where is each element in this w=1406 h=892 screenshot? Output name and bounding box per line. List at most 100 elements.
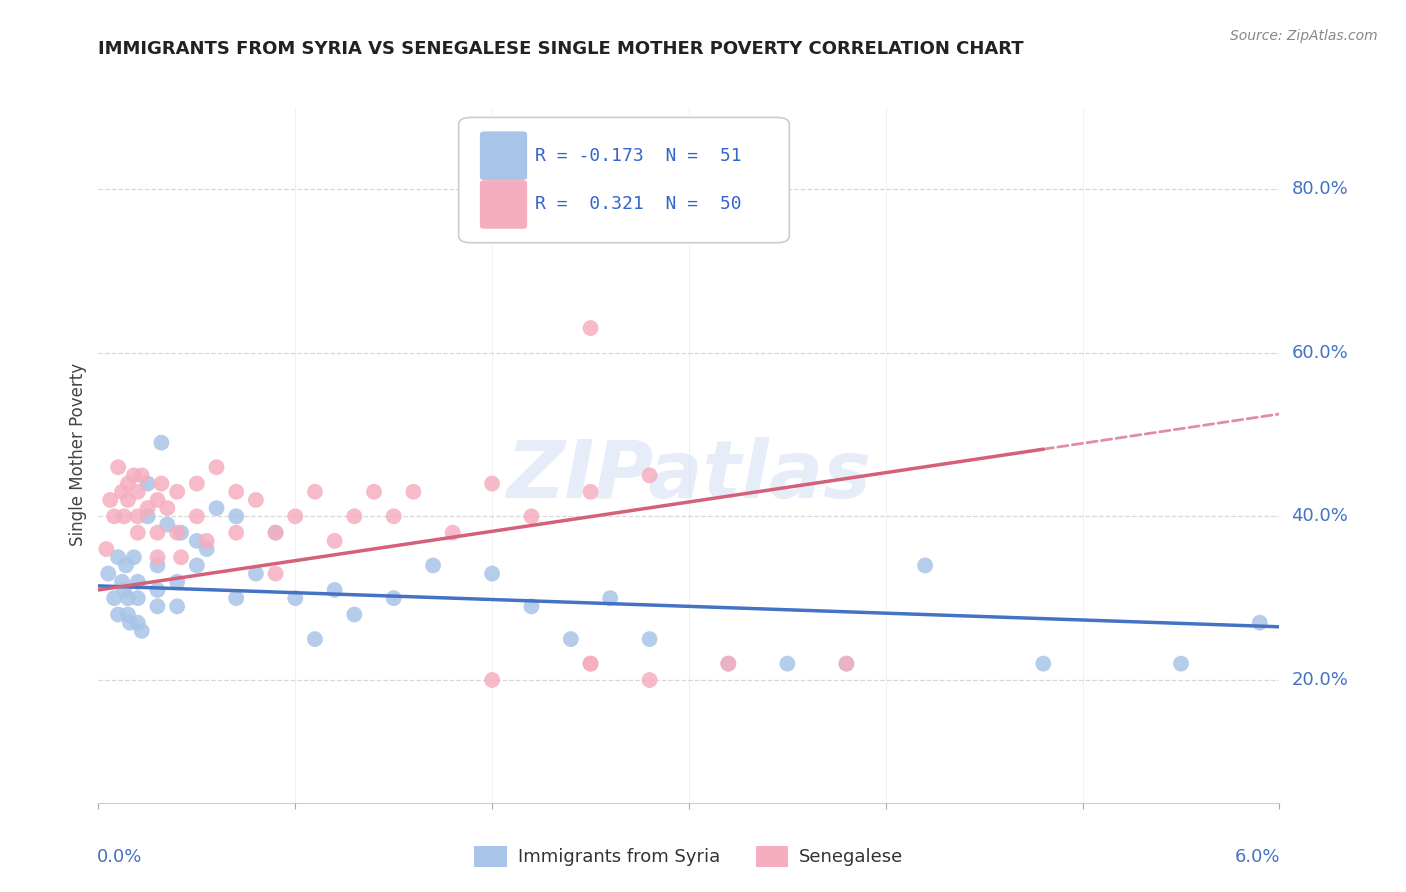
- Point: [205, 501, 228, 516]
- Point: [481, 566, 503, 581]
- Point: [146, 525, 169, 540]
- Point: [122, 468, 145, 483]
- Point: [225, 484, 247, 499]
- Point: [131, 468, 153, 483]
- Point: [127, 484, 149, 499]
- Text: 60.0%: 60.0%: [1291, 343, 1348, 361]
- Point: [146, 558, 169, 573]
- Point: [127, 615, 149, 630]
- Point: [382, 591, 405, 606]
- Point: [127, 574, 149, 589]
- Text: 80.0%: 80.0%: [1291, 180, 1348, 198]
- Point: [117, 492, 139, 507]
- Point: [146, 550, 169, 565]
- Point: [1032, 657, 1054, 671]
- Point: [136, 476, 159, 491]
- Point: [195, 542, 218, 557]
- Point: [112, 582, 135, 597]
- Point: [186, 533, 208, 548]
- Point: [166, 525, 188, 540]
- Point: [363, 484, 385, 499]
- Point: [115, 558, 138, 573]
- Point: [402, 484, 425, 499]
- Point: [156, 501, 179, 516]
- Text: Source: ZipAtlas.com: Source: ZipAtlas.com: [1230, 29, 1378, 43]
- Point: [117, 476, 139, 491]
- Point: [112, 509, 135, 524]
- Point: [127, 591, 149, 606]
- Point: [166, 599, 188, 614]
- Point: [107, 607, 129, 622]
- Point: [343, 509, 366, 524]
- Point: [264, 566, 287, 581]
- Point: [186, 476, 208, 491]
- Point: [225, 525, 247, 540]
- Point: [195, 533, 218, 548]
- Point: [304, 632, 326, 646]
- Point: [264, 525, 287, 540]
- Text: 6.0%: 6.0%: [1234, 848, 1281, 866]
- Point: [225, 509, 247, 524]
- Point: [170, 550, 193, 565]
- Text: IMMIGRANTS FROM SYRIA VS SENEGALESE SINGLE MOTHER POVERTY CORRELATION CHART: IMMIGRANTS FROM SYRIA VS SENEGALESE SING…: [98, 40, 1024, 58]
- Point: [560, 632, 582, 646]
- Text: 40.0%: 40.0%: [1291, 508, 1348, 525]
- FancyBboxPatch shape: [479, 131, 527, 180]
- Point: [914, 558, 936, 573]
- Text: 20.0%: 20.0%: [1291, 671, 1348, 689]
- Point: [441, 525, 464, 540]
- Point: [323, 533, 346, 548]
- Point: [1249, 615, 1271, 630]
- Point: [284, 509, 307, 524]
- Point: [118, 615, 141, 630]
- Text: 0.0%: 0.0%: [97, 848, 142, 866]
- Point: [97, 566, 120, 581]
- Point: [156, 517, 179, 532]
- Point: [717, 657, 740, 671]
- Point: [186, 558, 208, 573]
- Point: [117, 607, 139, 622]
- Point: [166, 574, 188, 589]
- Y-axis label: Single Mother Poverty: Single Mother Poverty: [69, 363, 87, 547]
- Point: [170, 525, 193, 540]
- Point: [638, 468, 661, 483]
- Point: [205, 460, 228, 475]
- Point: [520, 509, 543, 524]
- Point: [599, 591, 621, 606]
- Point: [225, 591, 247, 606]
- Point: [717, 657, 740, 671]
- Point: [520, 599, 543, 614]
- Point: [638, 673, 661, 687]
- Point: [638, 632, 661, 646]
- Point: [323, 582, 346, 597]
- Point: [96, 542, 118, 557]
- Point: [166, 484, 188, 499]
- Point: [304, 484, 326, 499]
- Point: [579, 657, 602, 671]
- FancyBboxPatch shape: [458, 118, 789, 243]
- Point: [150, 435, 173, 450]
- Point: [103, 591, 125, 606]
- Point: [107, 460, 129, 475]
- Point: [98, 492, 121, 507]
- Text: R =  0.321  N =  50: R = 0.321 N = 50: [536, 195, 742, 213]
- Point: [422, 558, 444, 573]
- Point: [136, 501, 159, 516]
- Point: [103, 509, 125, 524]
- Point: [111, 574, 134, 589]
- Legend: Immigrants from Syria, Senegalese: Immigrants from Syria, Senegalese: [467, 838, 911, 874]
- FancyBboxPatch shape: [479, 180, 527, 229]
- Point: [835, 657, 858, 671]
- Point: [245, 566, 267, 581]
- Point: [146, 599, 169, 614]
- Text: R = -0.173  N =  51: R = -0.173 N = 51: [536, 147, 742, 165]
- Point: [245, 492, 267, 507]
- Point: [284, 591, 307, 606]
- Point: [186, 509, 208, 524]
- Point: [481, 476, 503, 491]
- Point: [136, 509, 159, 524]
- Point: [150, 476, 173, 491]
- Point: [579, 484, 602, 499]
- Point: [382, 509, 405, 524]
- Point: [111, 484, 134, 499]
